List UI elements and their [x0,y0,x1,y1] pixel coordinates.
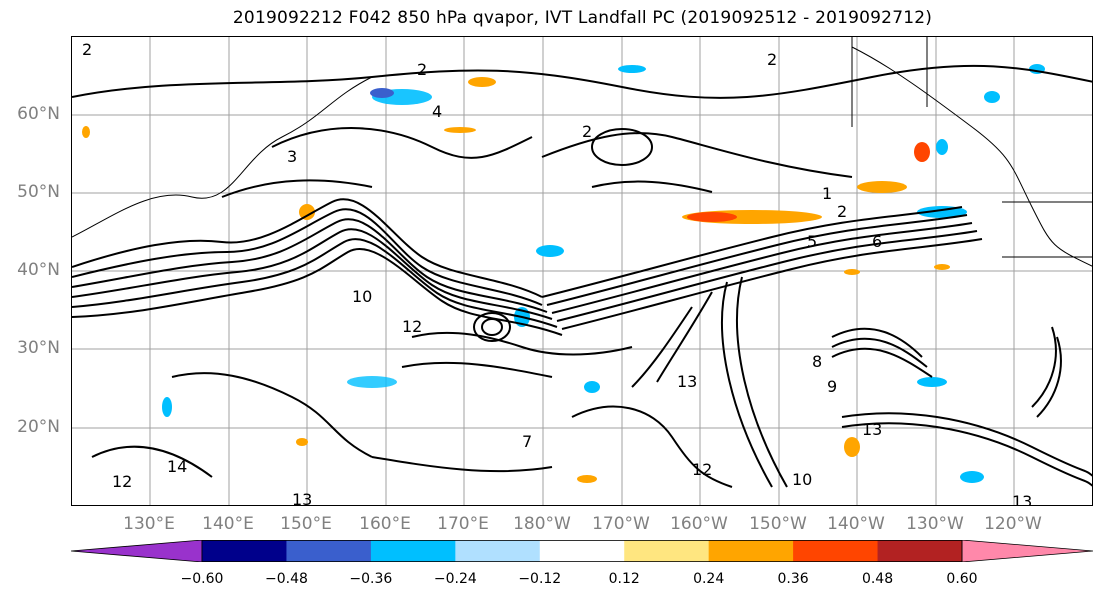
colorbar-tick-label: 0.60 [946,571,978,587]
contour-label: 12 [112,472,132,491]
ivt-contours [72,64,1092,488]
colorbar-tick-label: −0.60 [180,571,224,587]
map-panel[interactable]: 2 2 2 3 2 4 1 2 5 6 10 12 13 14 13 12 10 9 8 7 13 12 13 [71,36,1093,506]
contour-label: 13 [292,490,312,506]
map-title: 2019092212 F042 850 hPa qvapor, IVT Land… [232,8,933,28]
colorbar-segment [793,540,879,562]
lon-label: 160°E [359,514,411,534]
contour-label: 14 [167,457,187,476]
contour-label: 1 [822,184,832,203]
colorbar-segment [370,540,456,562]
contour-label: 7 [522,432,532,451]
contour-label: 2 [417,60,427,79]
qvapor-shading [82,64,1045,483]
contour-label: 13 [1012,492,1032,506]
colorbar-segment [708,540,794,562]
lon-label: 150°W [749,514,807,534]
lon-label: 130°E [123,514,175,534]
contour-label: 10 [352,287,372,306]
lon-label: 140°W [827,514,885,534]
colorbar-segment [202,540,287,562]
contour-label: 4 [432,102,442,121]
contour-label: 9 [827,377,837,396]
map-gridlines [72,37,1092,505]
contour-label: 12 [402,317,422,336]
contour-label: 6 [872,232,882,251]
contour-label: 5 [807,232,817,251]
colorbar-tick-label: 0.36 [777,571,809,587]
lat-label: 30°N [17,338,60,358]
contour-label: 8 [812,352,822,371]
colorbar-tick-label: 0.48 [861,571,894,587]
lon-label: 160°W [670,514,728,534]
lat-label: 20°N [17,417,60,437]
colorbar-segment [455,540,541,562]
colorbar-tick-label: −0.24 [433,571,477,587]
contour-label: 3 [287,147,297,166]
colorbar-tick-label: −0.36 [349,571,393,587]
contour-label: 2 [582,122,592,141]
contour-label: 13 [677,372,697,391]
contour-label: 13 [862,420,882,439]
lon-label: 170°E [437,514,489,534]
contour-label: 2 [837,202,847,221]
colorbar-segment [286,540,372,562]
colorbar-tick-label: −0.48 [264,571,308,587]
contour-label: 10 [792,470,812,489]
lat-label: 50°N [17,182,60,202]
colorbar-frame [201,540,963,562]
coastlines [72,37,1092,267]
contour-label: 2 [767,50,777,69]
colorbar-tick-label: −0.12 [518,571,562,587]
colorbar-extend-low [71,540,203,562]
lon-label: 140°E [202,514,254,534]
contour-label: 2 [82,40,92,59]
colorbar [71,540,1093,562]
colorbar-tick-label: 0.12 [608,571,640,587]
colorbar-segment [877,540,963,562]
colorbar-tick-label: 0.24 [693,571,725,587]
colorbar-segment [539,540,625,562]
lon-label: 130°W [906,514,964,534]
lat-label: 60°N [17,104,60,124]
colorbar-extend-high [961,540,1093,562]
lon-label: 150°E [280,514,332,534]
lon-label: 120°W [984,514,1042,534]
contour-label: 12 [692,460,712,479]
lon-label: 180°W [513,514,571,534]
colorbar-segment [624,540,710,562]
lat-label: 40°N [17,260,60,280]
lon-label: 170°W [592,514,650,534]
